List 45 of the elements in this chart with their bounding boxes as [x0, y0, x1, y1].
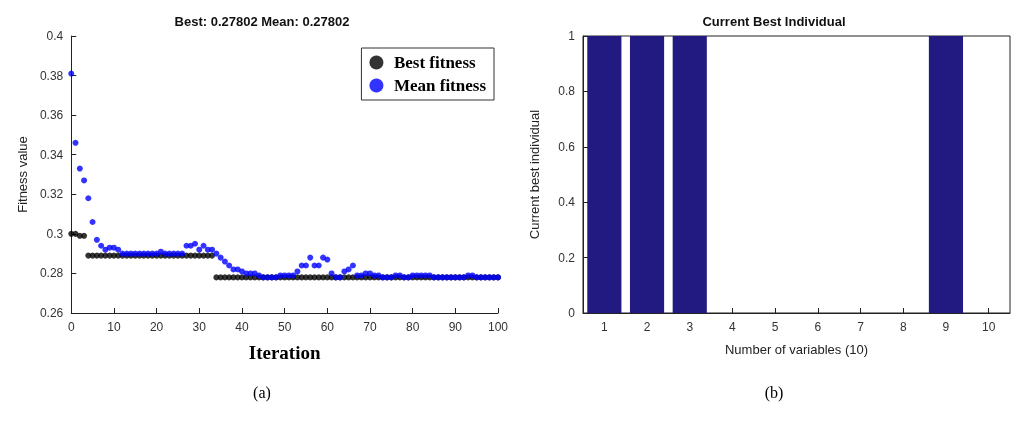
y-tick-label: 0.26	[39, 306, 64, 320]
y-tick-label: 0	[568, 306, 576, 320]
x-tick-label: 2	[643, 320, 651, 334]
x-tick-label: 4	[729, 320, 737, 334]
y-tick-label: 0.6	[558, 139, 576, 154]
y-tick-label: 0.2	[558, 250, 576, 265]
y-axis-title: Current best individual	[527, 109, 542, 240]
y-tick-label: 0.8	[558, 84, 576, 99]
legend-label: Mean fitness	[393, 76, 487, 95]
x-tick-label: 7	[857, 320, 865, 334]
x-tick-label: 60	[320, 320, 335, 334]
x-tick-label: 20	[149, 320, 164, 334]
x-tick-label: 0	[67, 320, 75, 334]
y-tick-label: 0.4	[558, 195, 576, 210]
x-tick-label: 80	[405, 320, 420, 334]
y-tick-label: 0.28	[39, 266, 64, 281]
y-tick-label: 0.36	[39, 108, 64, 123]
chart-title: Best: 0.27802 Mean: 0.27802	[174, 14, 350, 29]
y-tick-label: 0.4	[46, 29, 64, 43]
x-tick-label: 40	[235, 320, 249, 334]
y-tick-label: 0.34	[39, 147, 64, 162]
y-tick-label: 1	[568, 29, 576, 43]
x-tick-label: 3	[686, 320, 694, 334]
x-tick-label: 10	[981, 320, 996, 334]
x-tick-label: 6	[814, 320, 822, 334]
y-tick-label: 0.32	[39, 187, 64, 202]
x-tick-label: 100	[487, 320, 509, 334]
x-tick-label: 10	[107, 320, 121, 334]
y-axis-title: Fitness value	[15, 136, 30, 213]
text: (b)	[764, 383, 784, 402]
y-tick-label: 0.3	[46, 226, 64, 241]
x-tick-label: 30	[192, 320, 207, 334]
x-tick-label: 8	[899, 320, 907, 334]
x-axis-title: Number of variables (10)	[724, 342, 869, 357]
x-tick-label: 70	[363, 320, 377, 334]
text: (a)	[253, 383, 271, 402]
x-tick-label: 5	[771, 320, 779, 334]
x-tick-label: 9	[942, 320, 950, 334]
x-tick-label: 50	[277, 320, 292, 334]
y-tick-label: 0.38	[39, 68, 64, 83]
chart-title: Current Best Individual	[702, 14, 846, 29]
legend-label: Best fitness	[393, 53, 476, 72]
x-axis-title: Iteration	[248, 342, 321, 363]
x-tick-label: 1	[601, 320, 609, 334]
x-tick-label: 90	[448, 320, 463, 334]
